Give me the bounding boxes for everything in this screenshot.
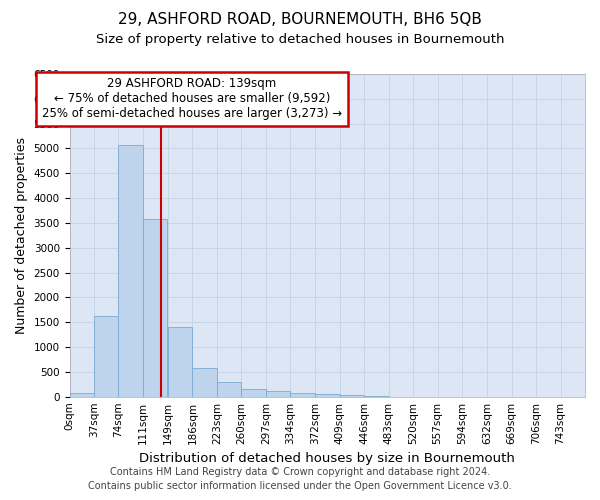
Bar	[143, 219, 167, 396]
Bar	[290, 393, 315, 396]
Bar	[168, 327, 193, 396]
Bar	[193, 368, 217, 396]
Bar	[118, 144, 143, 396]
Text: Size of property relative to detached houses in Bournemouth: Size of property relative to detached ho…	[96, 32, 504, 46]
Bar	[217, 382, 241, 396]
Text: 29, ASHFORD ROAD, BOURNEMOUTH, BH6 5QB: 29, ASHFORD ROAD, BOURNEMOUTH, BH6 5QB	[118, 12, 482, 28]
Text: 29 ASHFORD ROAD: 139sqm
← 75% of detached houses are smaller (9,592)
25% of semi: 29 ASHFORD ROAD: 139sqm ← 75% of detache…	[42, 78, 342, 120]
Bar	[70, 393, 94, 396]
Bar	[241, 389, 266, 396]
Text: Contains HM Land Registry data © Crown copyright and database right 2024.
Contai: Contains HM Land Registry data © Crown c…	[88, 467, 512, 491]
X-axis label: Distribution of detached houses by size in Bournemouth: Distribution of detached houses by size …	[139, 452, 515, 465]
Bar	[266, 390, 290, 396]
Y-axis label: Number of detached properties: Number of detached properties	[15, 137, 28, 334]
Bar	[316, 394, 340, 396]
Bar	[94, 316, 118, 396]
